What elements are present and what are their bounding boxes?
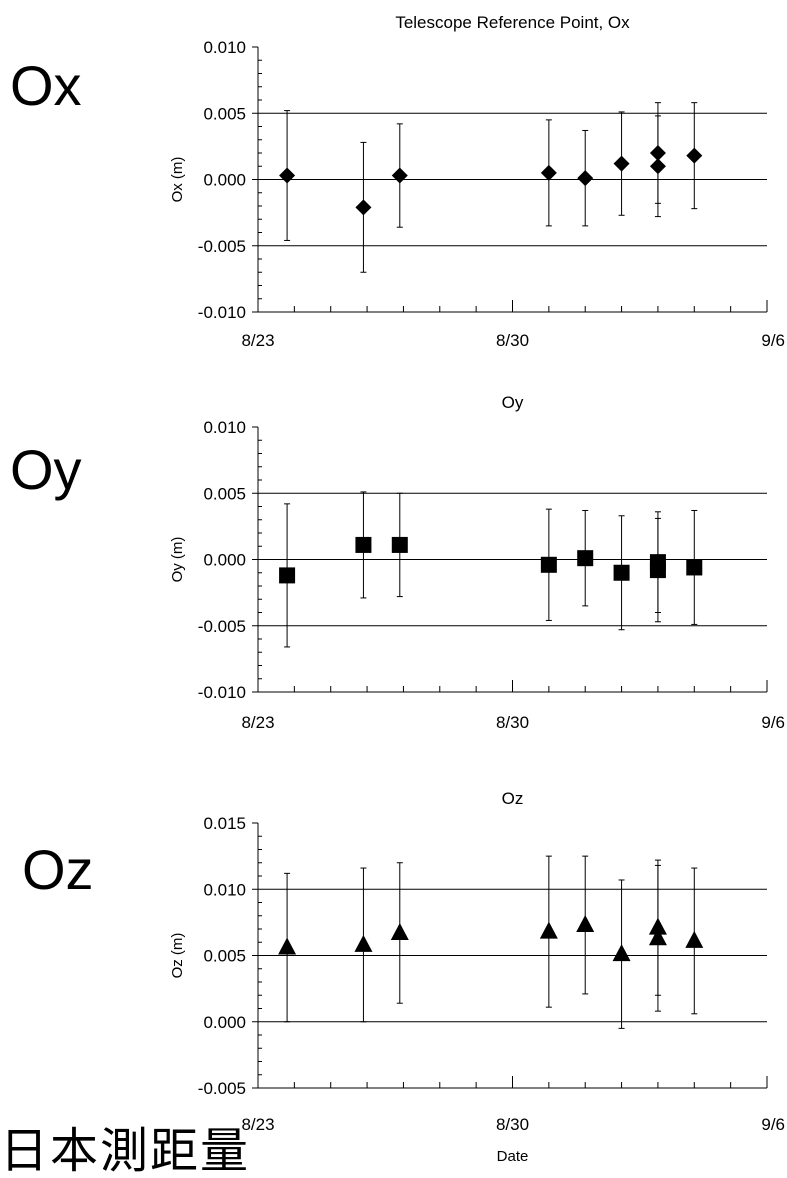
data-point bbox=[391, 536, 408, 553]
y-tick-label: 0.015 bbox=[203, 814, 246, 833]
y-tick-label: 0.010 bbox=[203, 38, 246, 57]
y-tick-label: -0.005 bbox=[198, 1079, 246, 1098]
data-point bbox=[613, 155, 630, 172]
footer-caption: 日本測距量 bbox=[0, 1125, 251, 1178]
data-point bbox=[612, 944, 631, 962]
data-point bbox=[686, 559, 703, 576]
data-point bbox=[279, 567, 296, 584]
data-point bbox=[576, 915, 595, 933]
y-tick-label: 0.005 bbox=[203, 947, 246, 966]
x-tick-label: 9/6 bbox=[761, 713, 785, 732]
data-point bbox=[649, 158, 666, 175]
data-point bbox=[539, 921, 558, 939]
data-point bbox=[685, 930, 704, 948]
chart-title: Oy bbox=[502, 393, 524, 412]
y-axis-label: Oy (m) bbox=[169, 537, 186, 583]
data-point bbox=[540, 556, 557, 573]
data-point bbox=[540, 164, 557, 181]
data-point bbox=[390, 922, 409, 940]
y-axis-label: Oz (m) bbox=[169, 933, 186, 979]
data-point bbox=[648, 928, 667, 946]
y-tick-label: -0.010 bbox=[198, 683, 246, 702]
oy-side-label: Oy bbox=[10, 438, 82, 501]
chart-title: Telescope Reference Point, Ox bbox=[395, 13, 630, 32]
y-tick-label: -0.005 bbox=[198, 237, 246, 256]
data-point bbox=[577, 550, 594, 567]
oy-chart: Oy Oy (m) -0.010 -0.005 0.000 0.005 0.010 8/23 8… bbox=[169, 393, 785, 732]
data-point bbox=[613, 564, 630, 581]
data-point bbox=[354, 934, 373, 952]
chart-title: Oz bbox=[502, 789, 524, 808]
y-tick-label: 0.005 bbox=[203, 484, 246, 503]
x-tick-label: 9/6 bbox=[761, 331, 785, 350]
oz-side-label: Oz bbox=[22, 838, 94, 901]
data-point bbox=[355, 536, 372, 553]
data-point bbox=[355, 199, 372, 216]
x-tick-label: 8/30 bbox=[496, 713, 529, 732]
oz-chart: Oz Oz (m) -0.005 0.000 0.005 0.010 0.015 8/23 8/… bbox=[169, 789, 785, 1165]
data-point bbox=[686, 147, 703, 164]
x-tick-label: 8/23 bbox=[241, 713, 274, 732]
ox-side-label: Ox bbox=[10, 54, 82, 117]
y-tick-label: 0.000 bbox=[203, 1013, 246, 1032]
data-point bbox=[278, 937, 297, 955]
data-point bbox=[279, 167, 296, 184]
y-axis-label: Ox (m) bbox=[169, 157, 186, 203]
x-tick-label: 8/30 bbox=[496, 1115, 529, 1134]
x-tick-label: 8/30 bbox=[496, 331, 529, 350]
data-point bbox=[391, 167, 408, 184]
y-tick-label: -0.005 bbox=[198, 617, 246, 636]
y-tick-label: 0.000 bbox=[203, 171, 246, 190]
y-tick-label: -0.010 bbox=[198, 303, 246, 322]
y-tick-label: 0.010 bbox=[203, 418, 246, 437]
y-tick-label: 0.010 bbox=[203, 880, 246, 899]
data-point bbox=[577, 170, 594, 187]
x-tick-label: 8/23 bbox=[241, 1115, 274, 1134]
x-axis-label: Date bbox=[497, 1148, 529, 1165]
x-tick-label: 8/23 bbox=[241, 331, 274, 350]
ox-chart: Telescope Reference Point, Ox Ox (m) -0.01… bbox=[169, 13, 785, 350]
data-point bbox=[649, 562, 666, 579]
x-tick-label: 9/6 bbox=[761, 1115, 785, 1134]
y-tick-label: 0.000 bbox=[203, 551, 246, 570]
y-tick-label: 0.005 bbox=[203, 104, 246, 123]
